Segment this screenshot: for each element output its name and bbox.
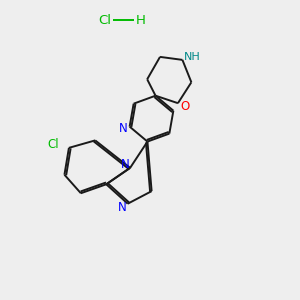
- Text: N: N: [117, 201, 126, 214]
- Text: NH: NH: [184, 52, 200, 62]
- Text: Cl: Cl: [98, 14, 111, 27]
- Text: H: H: [136, 14, 146, 27]
- Text: N: N: [119, 122, 128, 135]
- Text: Cl: Cl: [48, 138, 59, 152]
- Text: O: O: [180, 100, 189, 113]
- Text: N: N: [120, 158, 129, 171]
